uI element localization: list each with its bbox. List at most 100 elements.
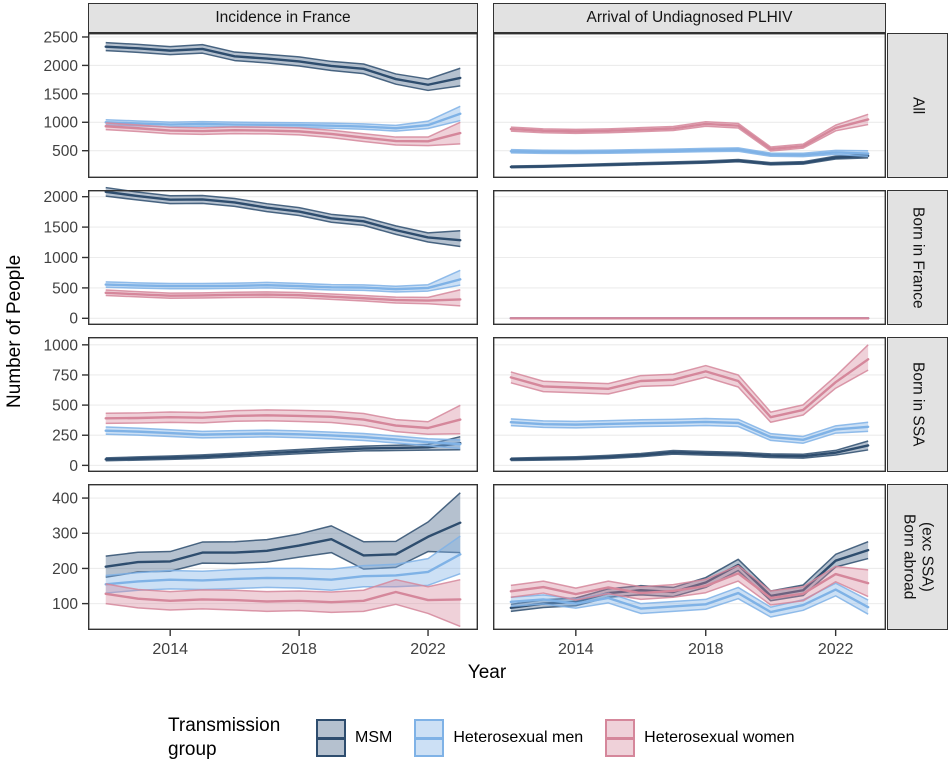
facet-row-strip-born-abroad: Born abroad (exc SSA) bbox=[887, 484, 948, 630]
ribbon-edge-high-heterosexual-women bbox=[105, 289, 461, 299]
y-tick-label: 200 bbox=[52, 561, 78, 578]
ribbon-edge-high-heterosexual-women bbox=[510, 344, 869, 413]
legend-key-line bbox=[416, 737, 443, 740]
facet-row-label: Born abroad (exc SSA) bbox=[900, 514, 936, 600]
y-tick-label: 500 bbox=[52, 280, 78, 297]
ribbon-msm bbox=[105, 187, 461, 247]
legend-label: MSM bbox=[355, 728, 393, 746]
line-heterosexual-men bbox=[509, 588, 870, 614]
line-heterosexual-women bbox=[509, 118, 870, 151]
y-tick-label: 1000 bbox=[44, 115, 79, 132]
line-msm bbox=[509, 444, 870, 461]
facet-row-strip-born-in-france: Born in France bbox=[887, 190, 948, 325]
ribbon-edge-low-msm bbox=[105, 195, 461, 248]
ribbon-edge-low-heterosexual-men bbox=[510, 595, 869, 618]
ribbon-heterosexual-men bbox=[510, 583, 869, 617]
ribbon-edge-low-msm bbox=[105, 49, 461, 92]
legend-entry-msm: MSM bbox=[316, 719, 392, 757]
panel-background bbox=[88, 484, 478, 630]
panel-born-abroad-exc-ssa-arrival-of-undiagnosed-plhiv: 2014 2018 2022 bbox=[492, 483, 887, 658]
ribbon-edge-low-heterosexual-men bbox=[510, 150, 869, 158]
y-tick-label: 2500 bbox=[44, 29, 79, 46]
facet-row-label: Born in SSA bbox=[909, 362, 927, 447]
x-tick-label: 2018 bbox=[688, 641, 724, 658]
line-heterosexual-women bbox=[104, 590, 462, 604]
line-heterosexual-women bbox=[104, 125, 462, 143]
line-msm bbox=[104, 441, 462, 461]
y-tick-label: 500 bbox=[52, 143, 78, 160]
ribbon-edge-low-heterosexual-women bbox=[105, 128, 461, 147]
legend-entry-heterosexual-men: Heterosexual men bbox=[414, 719, 583, 757]
facet-row-strip-born-in-ssa: Born in SSA bbox=[887, 337, 948, 472]
line-heterosexual-men bbox=[104, 553, 462, 586]
x-tick-label: 2014 bbox=[558, 641, 594, 658]
facet-row-strip-all: All bbox=[887, 33, 948, 178]
panel-border bbox=[87, 483, 479, 631]
ribbon-edge-low-heterosexual-men bbox=[105, 284, 461, 293]
ribbon-edge-high-msm bbox=[105, 186, 461, 234]
ribbon-edge-high-heterosexual-women bbox=[510, 113, 869, 148]
ribbon-edge-low-heterosexual-women bbox=[105, 420, 461, 436]
x-tick-label: 2014 bbox=[152, 641, 188, 658]
panel-border bbox=[87, 32, 479, 179]
ribbon-heterosexual-women bbox=[105, 289, 461, 306]
ribbon-edge-low-heterosexual-men bbox=[105, 433, 461, 450]
panel-border bbox=[492, 483, 887, 631]
y-tick-label: 100 bbox=[52, 596, 78, 613]
panel-born-abroad-exc-ssa-incidence-in-france: 100 200 300 400 2014 2018 2022 bbox=[52, 483, 479, 658]
ribbon-edge-high-msm bbox=[510, 440, 869, 459]
legend: Transmission group MSM Heterosexual men … bbox=[168, 700, 816, 776]
ribbon-edge-high-heterosexual-men bbox=[105, 269, 461, 287]
line-heterosexual-women bbox=[509, 572, 870, 600]
line-msm bbox=[104, 45, 462, 86]
ribbon-heterosexual-men bbox=[105, 427, 461, 449]
y-tick-label: 2000 bbox=[44, 58, 79, 75]
panel-border bbox=[492, 336, 887, 473]
ribbon-edge-low-msm bbox=[510, 449, 869, 462]
panel-border bbox=[87, 336, 479, 473]
ribbon-edge-high-heterosexual-women bbox=[105, 578, 461, 593]
panel-border bbox=[492, 32, 887, 179]
ribbon-heterosexual-women bbox=[105, 579, 461, 627]
y-axis-title: Number of People bbox=[4, 254, 25, 409]
ribbon-edge-high-heterosexual-women bbox=[510, 564, 869, 592]
panel-background bbox=[88, 337, 478, 472]
ribbon-edge-low-heterosexual-women bbox=[510, 369, 869, 423]
y-tick-label: 1000 bbox=[44, 337, 79, 354]
legend-label: Heterosexual women bbox=[644, 728, 795, 746]
ribbon-heterosexual-women bbox=[510, 344, 869, 423]
legend-key-heterosexual-women bbox=[605, 719, 636, 757]
line-heterosexual-men bbox=[509, 420, 870, 442]
line-heterosexual-women bbox=[509, 358, 870, 419]
facet-column-strip-incidence: Incidence in France bbox=[88, 3, 478, 33]
y-tick-label: 2000 bbox=[44, 189, 79, 206]
line-msm bbox=[104, 521, 462, 568]
ribbon-edge-low-heterosexual-women bbox=[510, 580, 869, 606]
ribbon-edge-low-heterosexual-women bbox=[510, 123, 869, 152]
facet-row-label: Born in France bbox=[909, 206, 927, 309]
panel-background bbox=[88, 33, 478, 178]
panel-border bbox=[87, 189, 479, 326]
x-axis-title: Year bbox=[467, 662, 507, 683]
legend-label: Heterosexual men bbox=[453, 728, 584, 746]
ribbon-edge-low-heterosexual-women bbox=[105, 294, 461, 307]
legend-key-heterosexual-men bbox=[414, 719, 445, 757]
x-tick-label: 2018 bbox=[281, 641, 317, 658]
line-heterosexual-men bbox=[509, 148, 870, 157]
panel-born-in-ssa-arrival-of-undiagnosed-plhiv bbox=[492, 336, 887, 473]
facet-row-label: All bbox=[909, 96, 927, 115]
y-tick-label: 250 bbox=[52, 428, 78, 445]
line-heterosexual-men bbox=[104, 429, 462, 446]
ribbon-edge-high-heterosexual-women bbox=[105, 404, 461, 423]
ribbon-edge-high-heterosexual-men bbox=[105, 535, 461, 577]
y-tick-label: 750 bbox=[52, 367, 78, 384]
facet-column-strip-arrival: Arrival of Undiagnosed PLHIV bbox=[493, 3, 886, 33]
panel-all-incidence-in-france: 500 1000 1500 2000 2500 bbox=[44, 29, 479, 179]
ribbon-edge-low-heterosexual-women bbox=[105, 602, 461, 628]
legend-entry-heterosexual-women: Heterosexual women bbox=[605, 719, 794, 757]
y-tick-label: 1500 bbox=[44, 86, 79, 103]
panel-born-in-france-arrival-of-undiagnosed-plhiv bbox=[492, 189, 887, 326]
line-heterosexual-men bbox=[104, 112, 462, 130]
legend-key-line bbox=[318, 737, 344, 740]
y-tick-label: 400 bbox=[52, 490, 78, 507]
